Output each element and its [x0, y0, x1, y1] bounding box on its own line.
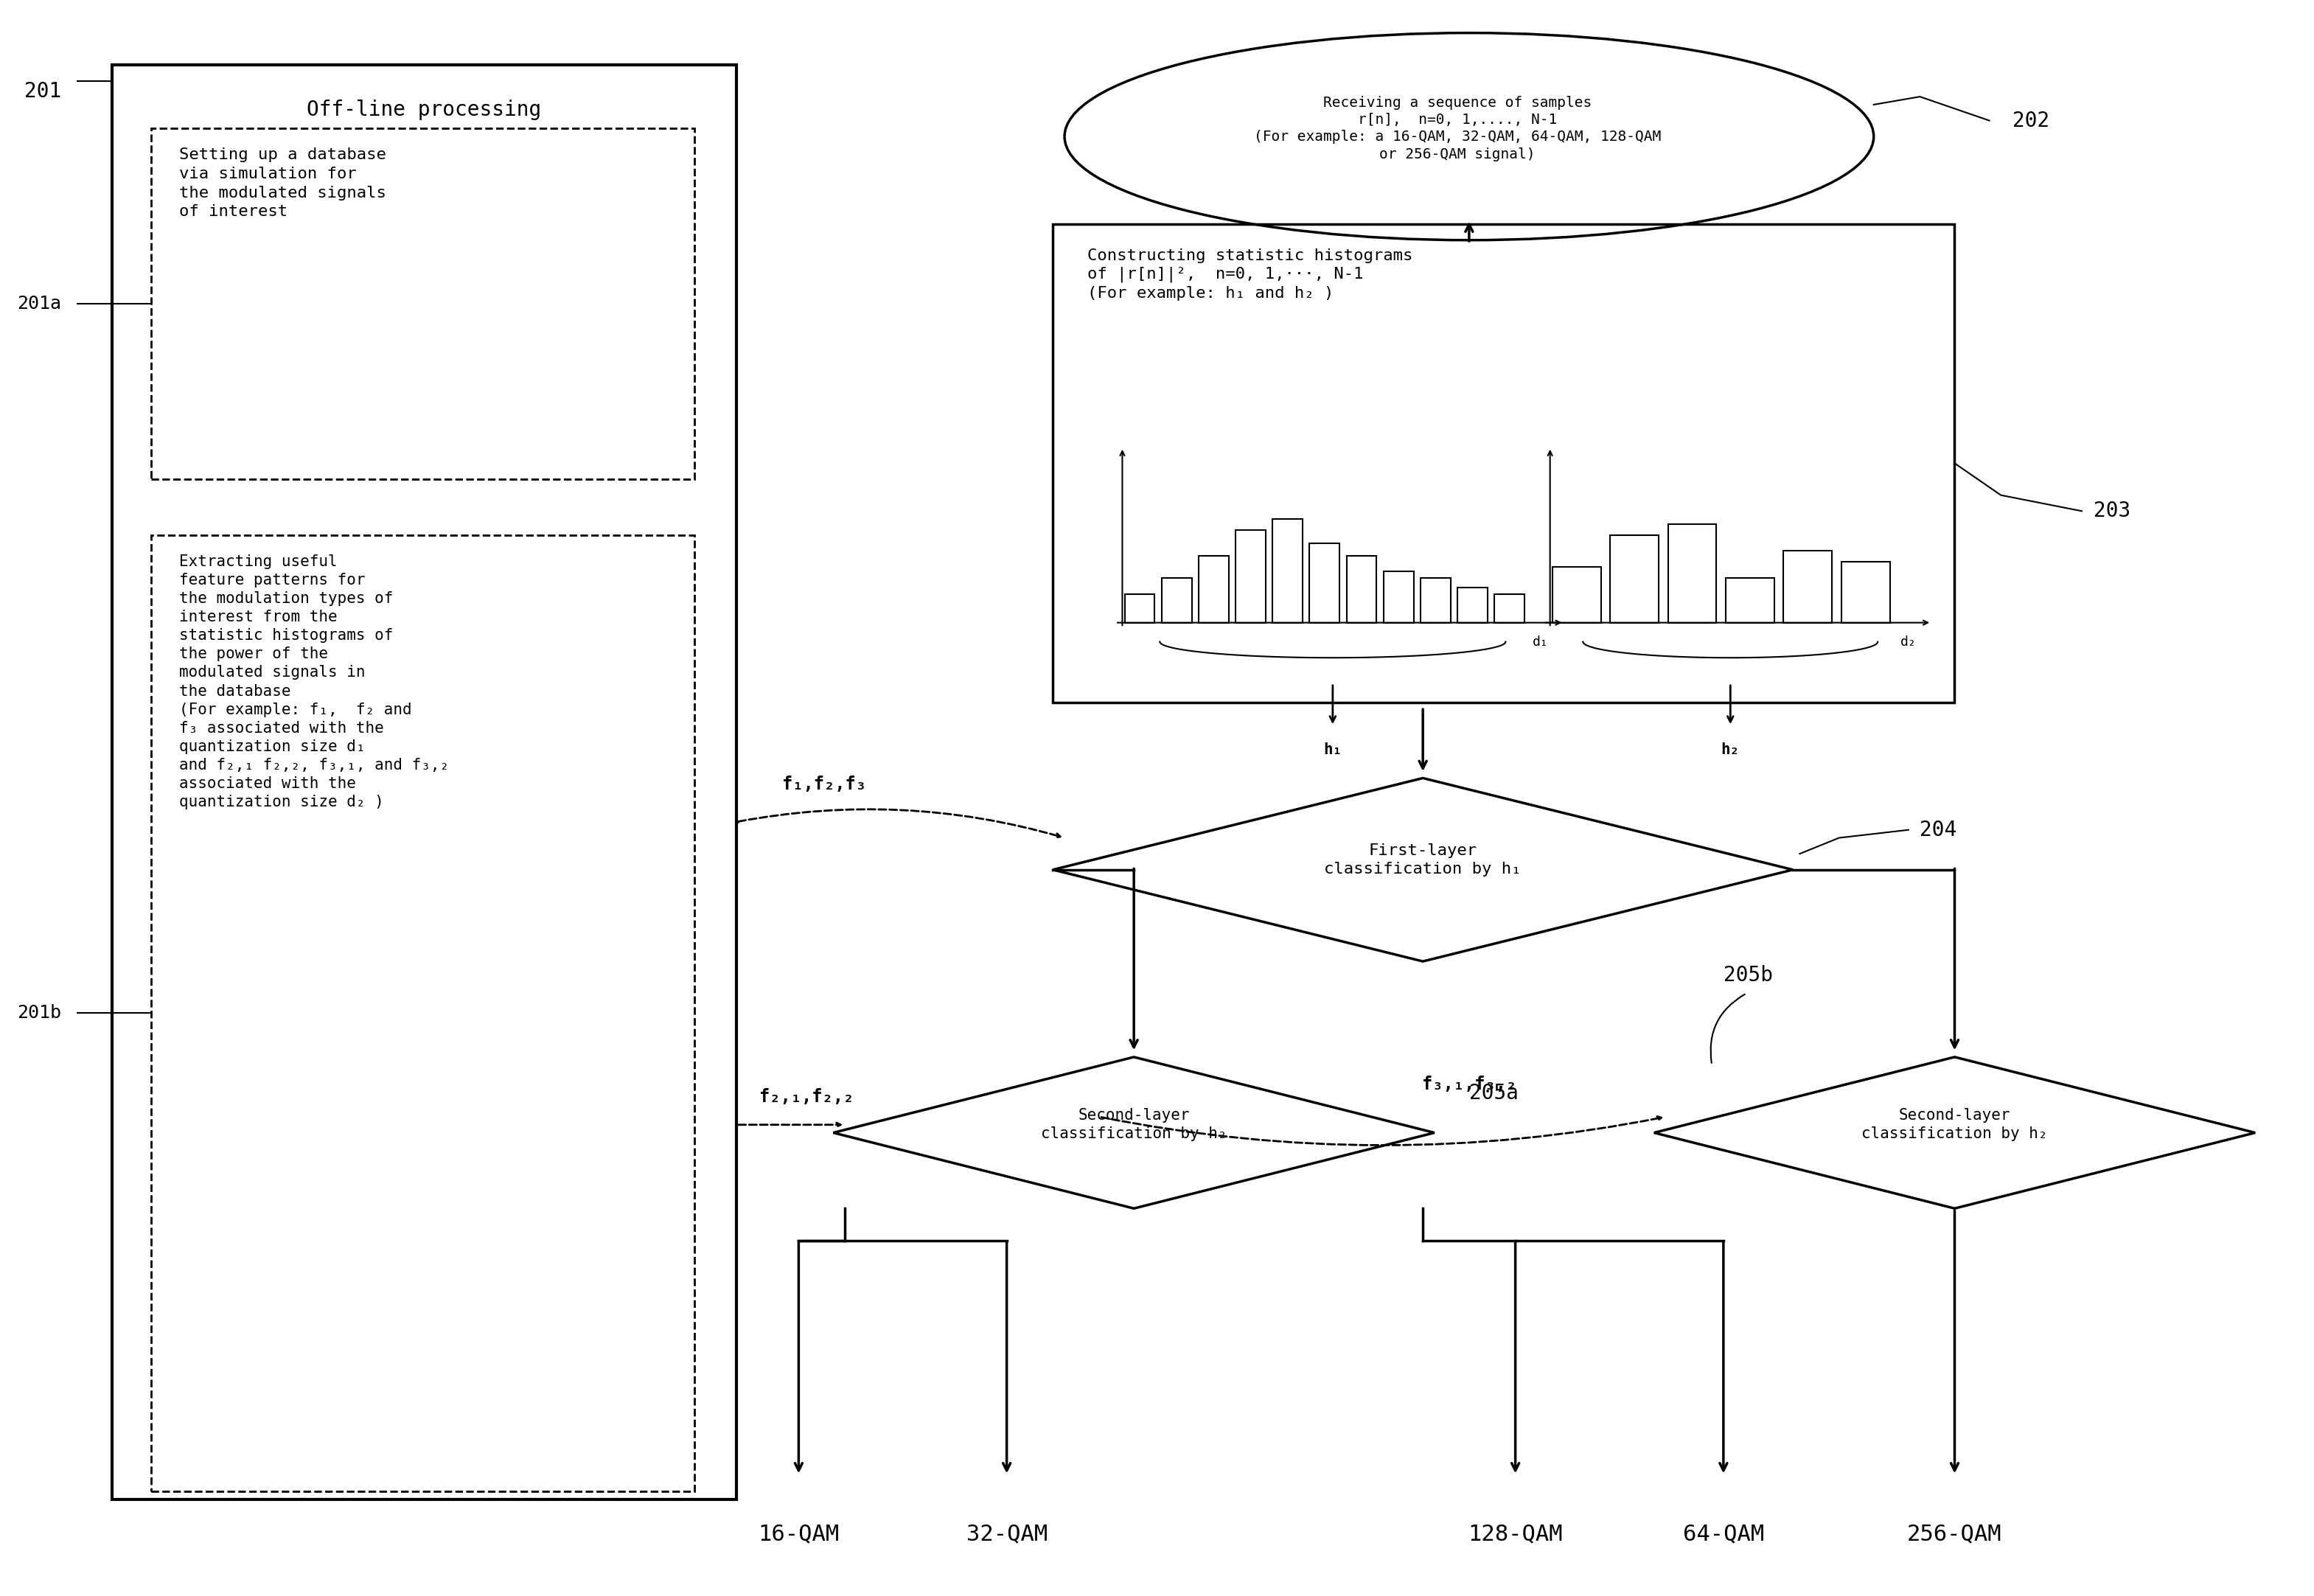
- Bar: [1384, 571, 1414, 622]
- Text: 205a: 205a: [1469, 1082, 1518, 1103]
- Bar: [1842, 562, 1891, 622]
- Text: 32-QAM: 32-QAM: [965, 1523, 1048, 1545]
- Bar: [1668, 523, 1717, 622]
- Bar: [1273, 519, 1303, 622]
- Bar: [1199, 555, 1229, 622]
- Text: 16-QAM: 16-QAM: [759, 1523, 840, 1545]
- Text: Constructing statistic histograms
of |r[n]|²,  n=0, 1,···, N-1
(For example: h₁ : Constructing statistic histograms of |r[…: [1088, 247, 1414, 300]
- Bar: [1784, 551, 1833, 622]
- Bar: [111, 65, 736, 1499]
- Bar: [1458, 587, 1488, 622]
- Bar: [1611, 535, 1659, 622]
- Text: f₃,₁,f₃,₂: f₃,₁,f₃,₂: [1421, 1076, 1516, 1093]
- Bar: [1553, 567, 1601, 622]
- Bar: [1162, 578, 1192, 622]
- Text: f₁,f₂,f₃: f₁,f₂,f₃: [782, 776, 865, 793]
- Text: f₂,₁,f₂,₂: f₂,₁,f₂,₂: [759, 1088, 854, 1106]
- Text: 203: 203: [2094, 501, 2131, 522]
- Text: 202: 202: [2013, 110, 2050, 131]
- Text: d₁: d₁: [1532, 635, 1548, 648]
- Text: Setting up a database
via simulation for
the modulated signals
of interest: Setting up a database via simulation for…: [178, 148, 386, 219]
- Text: 204: 204: [1921, 820, 1958, 839]
- Text: 205b: 205b: [1724, 964, 1773, 985]
- Text: Second-layer
classification by h₂: Second-layer classification by h₂: [1860, 1108, 2048, 1141]
- Bar: [1125, 594, 1155, 622]
- Text: 201b: 201b: [16, 1004, 60, 1021]
- Bar: [1236, 530, 1266, 622]
- Bar: [1726, 578, 1775, 622]
- Text: 201a: 201a: [16, 295, 60, 313]
- Bar: [1495, 594, 1525, 622]
- Bar: [150, 129, 694, 479]
- Text: 128-QAM: 128-QAM: [1467, 1523, 1562, 1545]
- Bar: [1053, 223, 1955, 702]
- Text: First-layer
classification by h₁: First-layer classification by h₁: [1324, 844, 1523, 876]
- Text: 256-QAM: 256-QAM: [1907, 1523, 2002, 1545]
- Text: 201: 201: [23, 81, 60, 102]
- Bar: [1310, 543, 1340, 622]
- Text: h₁: h₁: [1324, 742, 1342, 757]
- Text: d₂: d₂: [1900, 635, 1916, 648]
- Text: Off-line processing: Off-line processing: [308, 101, 541, 120]
- Text: Second-layer
classification by h₂: Second-layer classification by h₂: [1041, 1108, 1226, 1141]
- Text: Extracting useful
feature patterns for
the modulation types of
interest from the: Extracting useful feature patterns for t…: [178, 554, 449, 809]
- Text: Receiving a sequence of samples
r[n],  n=0, 1,...., N-1
(For example: a 16-QAM, : Receiving a sequence of samples r[n], n=…: [1254, 96, 1661, 161]
- Bar: [1347, 555, 1377, 622]
- Bar: [1421, 578, 1451, 622]
- Text: h₂: h₂: [1722, 742, 1740, 757]
- Text: 64-QAM: 64-QAM: [1682, 1523, 1763, 1545]
- Bar: [150, 535, 694, 1491]
